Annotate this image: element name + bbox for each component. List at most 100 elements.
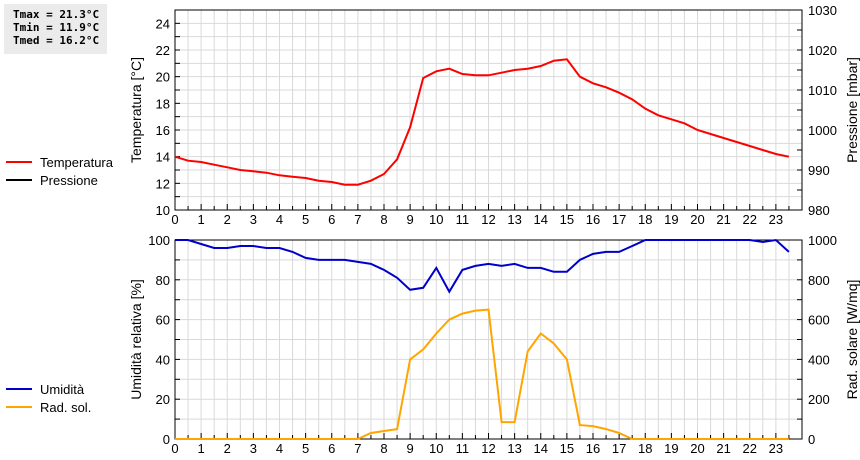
x-tick-label: 7 xyxy=(354,441,361,456)
y2-tick-label: 0 xyxy=(808,432,815,447)
y2-tick-label: 400 xyxy=(808,352,830,367)
x-tick-label: 23 xyxy=(769,441,783,456)
legend-item-pressione: Pressione xyxy=(6,171,113,189)
x-tick-label: 15 xyxy=(560,212,574,227)
x-tick-label: 22 xyxy=(743,441,757,456)
blue-line-swatch-icon xyxy=(6,388,32,390)
y-tick-label: 20 xyxy=(156,392,170,407)
legend-label: Temperatura xyxy=(40,154,113,170)
x-tick-label: 20 xyxy=(690,212,704,227)
x-tick-label: 22 xyxy=(743,212,757,227)
y2-tick-label: 980 xyxy=(808,203,830,218)
x-tick-label: 21 xyxy=(716,212,730,227)
y2-tick-label: 990 xyxy=(808,163,830,178)
x-tick-label: 12 xyxy=(481,212,495,227)
legend-item-rad-sol: Rad. sol. xyxy=(6,398,91,416)
legend-item-temperatura: Temperatura xyxy=(6,153,113,171)
y-tick-label: 60 xyxy=(156,313,170,328)
y-tick-label: 16 xyxy=(156,123,170,138)
y-tick-label: 22 xyxy=(156,43,170,58)
x-tick-label: 17 xyxy=(612,212,626,227)
y2-tick-label: 600 xyxy=(808,313,830,328)
x-tick-label: 12 xyxy=(481,441,495,456)
y-tick-label: 80 xyxy=(156,273,170,288)
tmax-text: Tmax = 21.3°C xyxy=(13,8,100,21)
black-line-swatch-icon xyxy=(6,179,32,181)
y2-axis-label: Pressione [mbar] xyxy=(844,57,860,163)
y2-tick-label: 1010 xyxy=(808,83,837,98)
y2-tick-label: 1020 xyxy=(808,43,837,58)
x-tick-label: 6 xyxy=(328,212,335,227)
red-line-swatch-icon xyxy=(6,161,32,163)
orange-line-swatch-icon xyxy=(6,406,32,408)
y2-tick-label: 1030 xyxy=(808,3,837,18)
series-line-umidit- xyxy=(175,238,790,294)
y-tick-label: 0 xyxy=(163,432,170,447)
legend-label: Umidità xyxy=(40,381,85,397)
x-tick-label: 1 xyxy=(198,212,205,227)
x-tick-label: 3 xyxy=(250,441,257,456)
legend-top: Temperatura Pressione xyxy=(6,153,113,189)
x-tick-label: 13 xyxy=(507,441,521,456)
y2-tick-label: 800 xyxy=(808,273,830,288)
y-tick-label: 10 xyxy=(156,203,170,218)
y-tick-label: 20 xyxy=(156,70,170,85)
temperature-stats-box: Tmax = 21.3°C Tmin = 11.9°C Tmed = 16.2°… xyxy=(4,4,107,54)
x-tick-label: 20 xyxy=(690,441,704,456)
x-tick-label: 18 xyxy=(638,212,652,227)
x-tick-label: 0 xyxy=(171,441,178,456)
x-tick-label: 18 xyxy=(638,441,652,456)
y-axis-label: Temperatura [°C] xyxy=(128,57,144,163)
y-tick-label: 24 xyxy=(156,16,170,31)
y-tick-label: 100 xyxy=(148,233,170,248)
legend-label: Rad. sol. xyxy=(40,399,92,415)
x-tick-label: 19 xyxy=(664,212,678,227)
humidity-radiation-chart: 0 1 2 3 4 5 6 7 8 9 10 11 12 13 14 15 16 17 18 19 20 21 22 2302… xyxy=(128,233,860,456)
x-tick-label: 7 xyxy=(354,212,361,227)
tmin-text: Tmin = 11.9°C xyxy=(13,21,100,34)
x-tick-label: 16 xyxy=(586,212,600,227)
series-line-temperatura xyxy=(174,58,790,186)
y-tick-label: 40 xyxy=(156,352,170,367)
legend-item-umidita: Umidità xyxy=(6,380,91,398)
x-tick-label: 23 xyxy=(769,212,783,227)
x-tick-label: 4 xyxy=(276,441,283,456)
legend-bottom: Umidità Rad. sol. xyxy=(6,380,91,416)
x-tick-label: 8 xyxy=(380,212,387,227)
x-tick-label: 13 xyxy=(507,212,521,227)
x-tick-label: 3 xyxy=(250,212,257,227)
x-tick-label: 4 xyxy=(276,212,283,227)
y2-tick-label: 1000 xyxy=(808,233,837,248)
x-tick-label: 16 xyxy=(586,441,600,456)
temperature-pressure-chart: 0 1 2 3 4 5 6 7 8 9 10 11 12 13 14 15 16 17 18 19 20 21 22 2310… xyxy=(128,3,860,227)
y2-axis-label: Rad. solare [W/mq] xyxy=(844,280,860,400)
x-tick-label: 10 xyxy=(429,441,443,456)
y2-tick-label: 200 xyxy=(808,392,830,407)
x-tick-label: 19 xyxy=(664,441,678,456)
x-tick-label: 14 xyxy=(534,441,548,456)
x-tick-label: 11 xyxy=(456,212,470,227)
x-tick-label: 14 xyxy=(534,212,548,227)
x-tick-label: 6 xyxy=(328,441,335,456)
x-tick-label: 2 xyxy=(224,441,231,456)
x-tick-label: 17 xyxy=(612,441,626,456)
x-tick-label: 9 xyxy=(407,441,414,456)
y-tick-label: 14 xyxy=(156,150,170,165)
x-tick-label: 11 xyxy=(456,441,470,456)
y-axis-label: Umidità relativa [%] xyxy=(128,279,144,400)
series-line-rad-sol- xyxy=(175,308,789,440)
x-tick-label: 10 xyxy=(429,212,443,227)
y-tick-label: 18 xyxy=(156,96,170,111)
x-tick-label: 8 xyxy=(380,441,387,456)
tmed-text: Tmed = 16.2°C xyxy=(13,34,100,47)
x-tick-label: 15 xyxy=(560,441,574,456)
x-tick-label: 1 xyxy=(198,441,205,456)
x-tick-label: 0 xyxy=(171,212,178,227)
x-tick-label: 2 xyxy=(224,212,231,227)
x-tick-label: 5 xyxy=(302,212,309,227)
x-tick-label: 9 xyxy=(407,212,414,227)
x-tick-label: 21 xyxy=(716,441,730,456)
x-tick-label: 5 xyxy=(302,441,309,456)
y-tick-label: 12 xyxy=(156,176,170,191)
